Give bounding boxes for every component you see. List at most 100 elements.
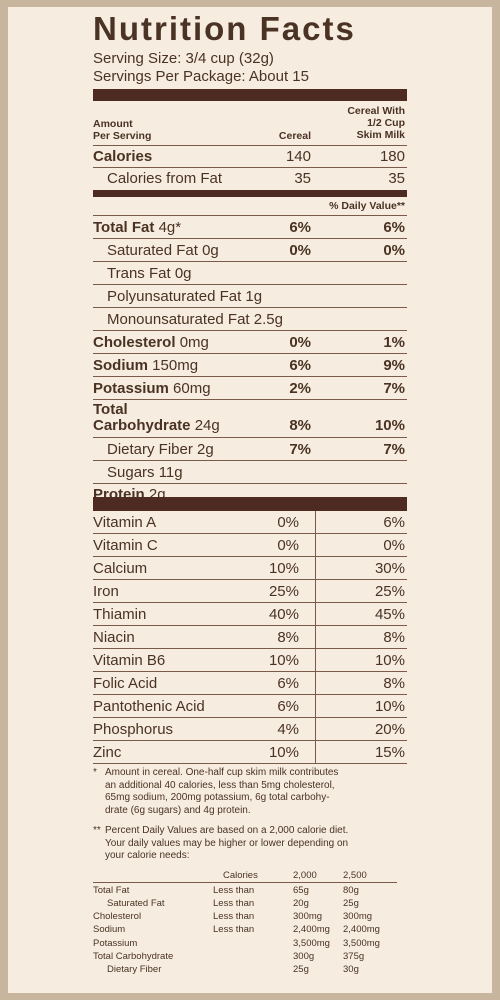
- amount-line1: Amount: [93, 118, 133, 130]
- vitamin-name: Zinc: [93, 744, 122, 761]
- vitamin-with-milk: 30%: [374, 560, 405, 577]
- nutrient-cereal: 8%: [289, 417, 311, 434]
- calories-block: Calories 140 180 Calories from Fat 35 35: [93, 146, 407, 190]
- nutrient-with-milk: 1%: [383, 334, 405, 351]
- dv-header-2000: 2,000: [293, 870, 317, 881]
- nutrient-name: Dietary Fiber: [107, 441, 193, 458]
- nutrient-with-milk: 9%: [383, 357, 405, 374]
- dv-row-name: Cholesterol: [93, 911, 142, 922]
- vitamin-cereal: 4%: [277, 721, 299, 738]
- dv-row-name: Total Carbohydrate: [93, 951, 174, 962]
- dv-row-name: Dietary Fiber: [107, 964, 162, 975]
- nutrient-cereal: 7%: [289, 441, 311, 458]
- vitamin-cereal: 10%: [268, 560, 299, 577]
- nutrient-row: Polyunsaturated Fat 1g: [93, 285, 407, 308]
- dv-row-name: Total Fat: [93, 885, 130, 896]
- vitamins-table: Vitamin A 0% 6% Vitamin C 0% 0% Calcium 10% 30…: [93, 511, 407, 764]
- vitamin-name: Vitamin A: [93, 514, 157, 531]
- vitamin-row: Vitamin B6 10% 10%: [93, 649, 407, 672]
- col2-line2: 1/2 Cup: [367, 117, 405, 129]
- footnote1-line: Amount in cereal. One-half cup skim milk…: [105, 767, 339, 778]
- nutrient-name: Sodium: [93, 357, 148, 374]
- dv-header-2500: 2,500: [343, 870, 367, 881]
- nutrition-facts-title: Nutrition Facts: [93, 10, 356, 47]
- footnote1-line: drate (6g sugars) and 4g protein.: [105, 804, 251, 816]
- nutrient-amount: 11g: [158, 464, 183, 481]
- vitamin-row: Niacin 8% 8%: [93, 626, 407, 649]
- nutrient-name: Monounsaturated Fat: [107, 311, 250, 328]
- dv-row-name: Sodium: [93, 924, 126, 935]
- dv-row-qualifier: Less than: [213, 924, 255, 935]
- daily-value-header: % Daily Value**: [329, 200, 405, 212]
- dv-row-name: Saturated Fat: [107, 898, 165, 909]
- calories-cereal: 140: [285, 148, 311, 165]
- dv-row-2000: 65g: [293, 885, 309, 896]
- nutrient-row: Sodium 150mg 6% 9%: [93, 354, 407, 377]
- vitamin-with-milk: 10%: [374, 652, 405, 669]
- nutrient-row: Total Fat 4g* 6% 6%: [93, 216, 407, 239]
- calories-from-fat-with-milk: 35: [388, 170, 405, 187]
- vitamin-with-milk: 20%: [374, 721, 405, 738]
- dv-header-calories: Calories: [223, 870, 258, 881]
- nutrient-amount: 0g: [174, 265, 192, 282]
- vitamin-with-milk: 25%: [374, 583, 405, 600]
- vitamin-name: Calcium: [93, 560, 148, 577]
- nutrient-with-milk: 7%: [383, 380, 405, 397]
- vitamin-cereal: 10%: [268, 652, 299, 669]
- nutrient-amount: 4g*: [158, 219, 182, 236]
- footnote-percent-daily-values: ** Percent Daily Values are based on a 2…: [93, 825, 409, 865]
- footnote2-line: your calorie needs:: [105, 850, 190, 861]
- nutrient-name: Saturated Fat: [107, 242, 198, 259]
- nutrient-amount: 0g: [202, 242, 219, 259]
- vitamin-row: Pantothenic Acid 6% 10%: [93, 695, 407, 718]
- vitamin-row: Iron 25% 25%: [93, 580, 407, 603]
- vitamin-cereal: 10%: [268, 744, 299, 761]
- dv-row-2500: 25g: [343, 898, 359, 909]
- nutrient-row: Dietary Fiber 2g 7% 7%: [93, 438, 407, 461]
- dv-row-2500: 3,500mg: [343, 938, 380, 949]
- vitamin-row: Vitamin A 0% 6%: [93, 511, 407, 534]
- vitamin-with-milk: 0%: [383, 537, 405, 554]
- nutrient-name: Sugars: [107, 464, 155, 481]
- dv-row-name: Potassium: [93, 938, 138, 949]
- nutrient-name: Carbohydrate: [93, 417, 191, 434]
- nutrient-cereal: 6%: [289, 219, 311, 236]
- dv-row-2000: 2,400mg: [293, 924, 330, 935]
- nutrient-with-milk: 6%: [383, 219, 405, 236]
- nutrient-amount: 150mg: [152, 357, 199, 374]
- vitamin-row: Calcium 10% 30%: [93, 557, 407, 580]
- nutrient-row: Potassium 60mg 2% 7%: [93, 377, 407, 400]
- nutrient-amount: 2.5g: [253, 311, 283, 328]
- nutrient-name-line1: Total: [93, 401, 128, 418]
- footnote2-mark: **: [93, 825, 101, 836]
- column-header: Amount Per Serving Cereal Cereal With 1/…: [93, 101, 407, 146]
- col2-line3: Skim Milk: [356, 129, 405, 141]
- vitamins-column-divider: [315, 511, 316, 764]
- dv-row-2000: 300g: [293, 951, 315, 962]
- dv-row-2000: 25g: [293, 964, 309, 975]
- dv-row-qualifier: Less than: [213, 885, 255, 896]
- footnote-amount-in-cereal: * Amount in cereal. One-half cup skim mi…: [93, 767, 409, 827]
- vitamin-with-milk: 10%: [374, 698, 405, 715]
- daily-value-header-row: % Daily Value**: [93, 197, 407, 216]
- col-with-milk-header: Cereal With 1/2 Cup Skim Milk: [347, 105, 405, 141]
- vitamin-cereal: 25%: [268, 583, 299, 600]
- col2-line1: Cereal With: [347, 105, 405, 117]
- vitamin-row: Folic Acid 6% 8%: [93, 672, 407, 695]
- footnote1-mark: *: [93, 767, 97, 778]
- calories-with-milk: 180: [379, 148, 405, 165]
- daily-value-reference-table: Calories 2,000 2,500 Total Fat Less than…: [93, 867, 409, 989]
- nutrient-row: Sugars 11g: [93, 461, 407, 484]
- vitamin-with-milk: 8%: [383, 629, 405, 646]
- vitamin-cereal: 6%: [277, 698, 299, 715]
- nutrient-name: Polyunsaturated Fat: [107, 288, 242, 305]
- vitamin-cereal: 40%: [268, 606, 299, 623]
- vitamin-row: Phosphorus 4% 20%: [93, 718, 407, 741]
- nutrient-with-milk: 0%: [383, 242, 405, 259]
- vitamin-cereal: 6%: [277, 675, 299, 692]
- nutrient-amount: 60mg: [173, 380, 211, 397]
- dv-row-2500: 2,400mg: [343, 924, 380, 935]
- footnote2-line: Percent Daily Values are based on a 2,00…: [105, 825, 349, 836]
- nutrient-name: Cholesterol: [93, 334, 176, 351]
